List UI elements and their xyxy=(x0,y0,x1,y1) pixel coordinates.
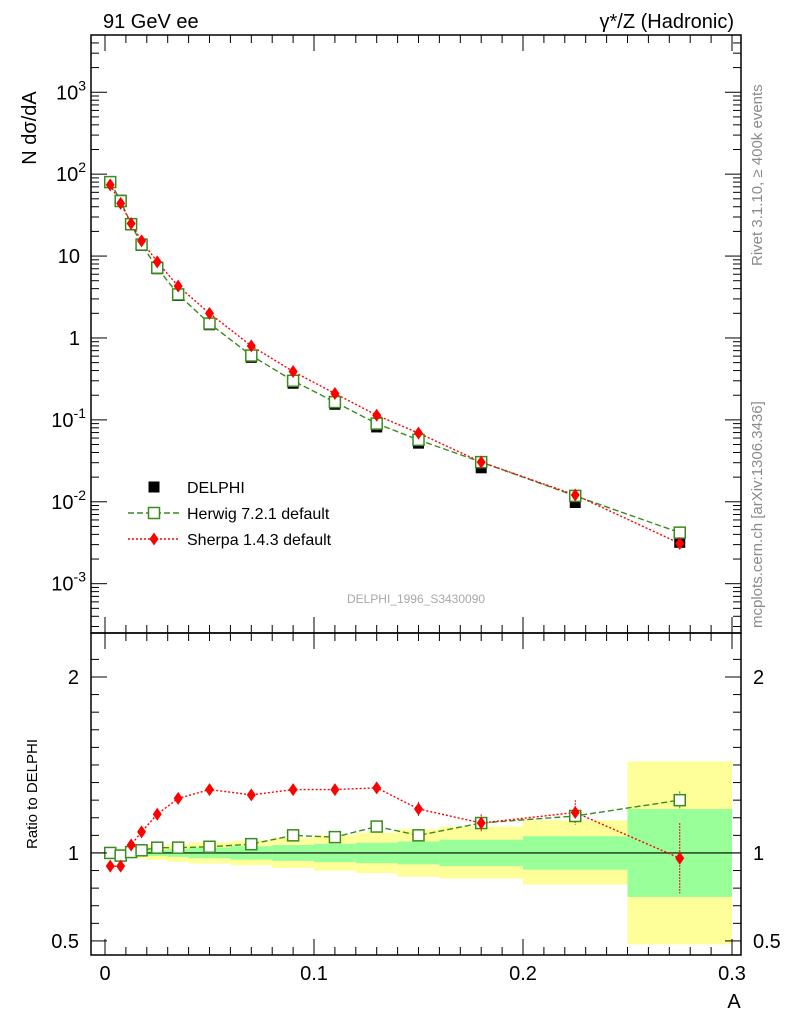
ratio-sherpa-point xyxy=(330,783,340,797)
main-ytick-label: 10-1 xyxy=(51,405,86,432)
ratio-sherpa-point xyxy=(116,859,126,873)
main-ytick-label: 10 xyxy=(58,246,80,268)
legend-marker xyxy=(147,506,161,520)
ratio-sherpa-point xyxy=(246,788,256,802)
sherpa-point xyxy=(476,455,486,469)
main-ytick-label: 102 xyxy=(56,159,86,186)
ratio-ytick-label: 1 xyxy=(68,843,79,865)
xtick-label: 0.1 xyxy=(300,963,328,985)
sherpa-point xyxy=(288,364,298,378)
ratio-herwig-point xyxy=(370,820,383,833)
main-ytick-label: 1 xyxy=(69,328,80,350)
ratio-ytick-label: 2 xyxy=(68,667,79,689)
xtick-label: 0.3 xyxy=(718,963,746,985)
legend-marker xyxy=(148,481,160,493)
legend: DELPHI Herwig 7.2.1 default Sherpa 1.4.3 d… xyxy=(128,480,332,549)
ratio-herwig-line xyxy=(110,799,680,857)
ratio-herwig-point xyxy=(245,837,258,851)
ratio-ytick-label-right: 0.5 xyxy=(753,931,781,953)
ratio-sherpa-point xyxy=(288,783,298,797)
sherpa-point xyxy=(205,306,214,320)
main-ytick-label: 10-3 xyxy=(51,569,86,596)
xtick-label: 0.2 xyxy=(509,963,537,985)
legend-marker xyxy=(149,532,159,546)
ratio-herwig-point xyxy=(286,829,300,842)
sherpa-point xyxy=(126,216,136,230)
ratio-herwig-point xyxy=(171,841,185,854)
ratio-ytick-label-right: 2 xyxy=(753,667,764,689)
main-ytick-label: 103 xyxy=(56,77,86,104)
rivet-label: Rivet 3.1.10, ≥ 400k events xyxy=(749,84,766,266)
ratio-panel: 0.5 0.5 1 1 2 2 0 0.1 0.2 0.3 Ratio to DELPHI A xyxy=(24,632,781,1013)
sherpa-point xyxy=(330,386,340,400)
ratio-frame xyxy=(90,632,742,956)
ratio-herwig-point xyxy=(135,844,148,857)
sherpa-point xyxy=(137,234,147,248)
delphi-point xyxy=(569,496,581,508)
ratio-herwig-point xyxy=(114,849,127,862)
mcplots-label: mcplots.cern.ch [arXiv:1306.3436] xyxy=(749,401,766,628)
herwig-point xyxy=(673,526,686,539)
ratio-herwig-point xyxy=(203,840,216,854)
ratio-herwig-point xyxy=(412,829,425,842)
ratio-ytick-label-right: 1 xyxy=(753,843,764,865)
ratio-herwig-point xyxy=(151,841,164,854)
sherpa-point xyxy=(570,488,580,502)
legend-label: Sherpa 1.4.3 default xyxy=(187,532,332,549)
header-right: γ*/Z (Hadronic) xyxy=(600,11,734,33)
ratio-ytick-label: 0.5 xyxy=(51,931,79,953)
xtick-label: 0 xyxy=(99,963,110,985)
ratio-sherpa-point xyxy=(675,851,685,865)
ratio-sherpa-point xyxy=(414,802,423,816)
ratio-sherpa-point xyxy=(137,825,147,839)
sherpa-point xyxy=(414,426,423,440)
sherpa-point xyxy=(372,408,382,422)
sherpa-point xyxy=(246,339,256,353)
header-right-suffix: (Hadronic) xyxy=(635,11,734,33)
main-ytick-label: 10-2 xyxy=(51,487,86,514)
ratio-sherpa-point xyxy=(105,859,115,873)
sherpa-point xyxy=(105,178,115,192)
ratio-sherpa-point xyxy=(173,791,183,805)
ratio-herwig-point xyxy=(328,830,342,844)
header-right-prefix: γ*/Z xyxy=(600,11,636,33)
ratio-herwig-point xyxy=(673,793,686,807)
ratio-sherpa-point xyxy=(152,807,162,821)
sherpa-point xyxy=(116,196,126,210)
ratio-sherpa-point xyxy=(372,781,382,795)
legend-label: Herwig 7.2.1 default xyxy=(187,506,330,523)
ratio-ylabel: Ratio to DELPHI xyxy=(24,739,41,849)
x-axis-label: A xyxy=(727,991,741,1013)
main-panel: 10-3 10-2 10-1 1 10 102 103 N dσ/dA DELPHI_199… xyxy=(19,34,742,634)
sherpa-point xyxy=(152,255,162,269)
ratio-sherpa-point xyxy=(570,805,580,819)
header-left: 91 GeV ee xyxy=(103,11,199,33)
ratio-sherpa-point xyxy=(205,783,214,797)
watermark: DELPHI_1996_S3430090 xyxy=(347,592,485,606)
sherpa-point xyxy=(675,536,685,550)
ratio-sherpa-point xyxy=(126,838,136,852)
legend-label: DELPHI xyxy=(187,480,245,497)
sherpa-point xyxy=(173,279,183,293)
ratio-sherpa-point xyxy=(476,816,486,830)
main-ylabel: N dσ/dA xyxy=(19,91,41,165)
